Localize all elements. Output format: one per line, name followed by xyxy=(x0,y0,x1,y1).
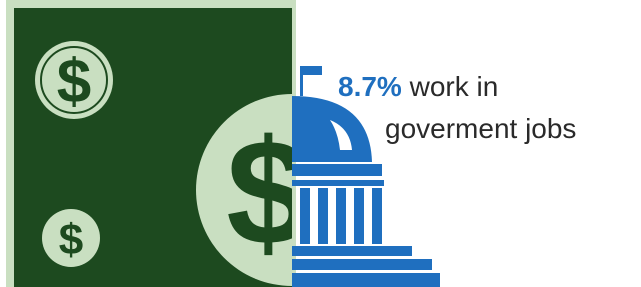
infographic: $ $ $ 8.7% work in goverment jobs xyxy=(0,0,641,287)
dollar-sign: $ xyxy=(59,216,83,265)
stat-value: 8.7% xyxy=(338,71,402,102)
stat-text: work in xyxy=(409,71,499,102)
page: $ $ $ 8.7% work in goverment jobs (() =>… xyxy=(0,0,641,287)
dollar-sign: $ xyxy=(57,48,91,117)
stat-line: 8.7% work in xyxy=(338,71,498,102)
stat-text: goverment jobs xyxy=(385,113,576,144)
